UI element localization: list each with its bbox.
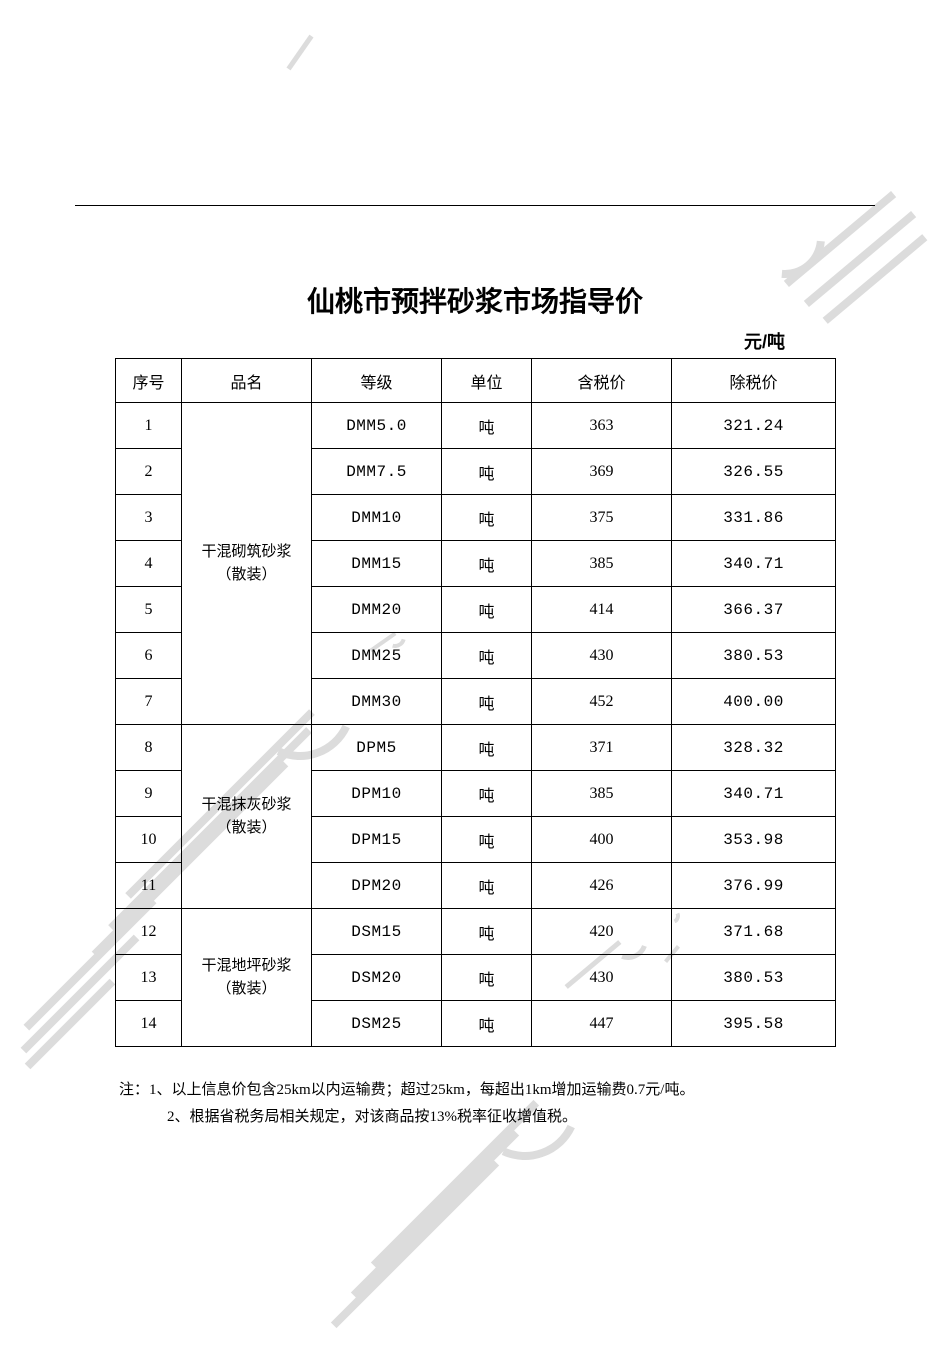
cell-seq: 9 (116, 771, 182, 817)
cell-unit: 吨 (442, 679, 532, 725)
unit-label: 元/吨 (115, 328, 835, 354)
table-header-row: 序号 品名 等级 单位 含税价 除税价 (116, 359, 836, 403)
cell-taxed-price: 452 (532, 679, 672, 725)
page-title: 仙桃市预拌砂浆市场指导价 (115, 280, 835, 320)
cell-seq: 5 (116, 587, 182, 633)
cell-grade: DPM5 (312, 725, 442, 771)
cell-taxed-price: 371 (532, 725, 672, 771)
cell-taxed-price: 420 (532, 909, 672, 955)
cell-taxed-price: 369 (532, 449, 672, 495)
cell-seq: 10 (116, 817, 182, 863)
cell-taxed-price: 430 (532, 633, 672, 679)
cell-taxed-price: 447 (532, 1001, 672, 1047)
cell-taxed-price: 375 (532, 495, 672, 541)
cell-untaxed-price: 400.00 (672, 679, 836, 725)
cell-seq: 1 (116, 403, 182, 449)
price-table: 序号 品名 等级 单位 含税价 除税价 1干混砌筑砂浆（散装）DMM5.0吨36… (115, 358, 836, 1047)
cell-product-name: 干混抹灰砂浆（散装） (182, 725, 312, 909)
cell-untaxed-price: 321.24 (672, 403, 836, 449)
cell-untaxed-price: 340.71 (672, 771, 836, 817)
cell-seq: 4 (116, 541, 182, 587)
note-line-1: 注：1、以上信息价包含25km以内运输费；超过25km，每超出1km增加运输费0… (119, 1077, 835, 1104)
cell-untaxed-price: 371.68 (672, 909, 836, 955)
document-content: 仙桃市预拌砂浆市场指导价 元/吨 序号 品名 等级 单位 含税价 除税价 (115, 280, 835, 1131)
header-rule (75, 205, 875, 206)
cell-taxed-price: 385 (532, 541, 672, 587)
cell-taxed-price: 385 (532, 771, 672, 817)
notes-block: 注：1、以上信息价包含25km以内运输费；超过25km，每超出1km增加运输费0… (115, 1077, 835, 1131)
table-row: 12干混地坪砂浆（散装）DSM15吨420371.68 (116, 909, 836, 955)
cell-taxed-price: 414 (532, 587, 672, 633)
cell-grade: DPM15 (312, 817, 442, 863)
cell-taxed-price: 426 (532, 863, 672, 909)
cell-grade: DMM5.0 (312, 403, 442, 449)
cell-untaxed-price: 395.58 (672, 1001, 836, 1047)
page: 仙桃市预拌砂浆市场指导价 元/吨 序号 品名 等级 单位 含税价 除税价 (0, 0, 950, 1345)
cell-product-name: 干混砌筑砂浆（散装） (182, 403, 312, 725)
cell-grade: DSM15 (312, 909, 442, 955)
cell-grade: DPM10 (312, 771, 442, 817)
cell-untaxed-price: 331.86 (672, 495, 836, 541)
cell-unit: 吨 (442, 863, 532, 909)
note-text-1: 1、以上信息价包含25km以内运输费；超过25km，每超出1km增加运输费0.7… (149, 1082, 694, 1098)
cell-grade: DMM25 (312, 633, 442, 679)
cell-unit: 吨 (442, 541, 532, 587)
cell-unit: 吨 (442, 1001, 532, 1047)
cell-product-name: 干混地坪砂浆（散装） (182, 909, 312, 1047)
cell-grade: DPM20 (312, 863, 442, 909)
col-header-grade: 等级 (312, 359, 442, 403)
cell-seq: 12 (116, 909, 182, 955)
cell-unit: 吨 (442, 403, 532, 449)
cell-taxed-price: 430 (532, 955, 672, 1001)
cell-untaxed-price: 326.55 (672, 449, 836, 495)
cell-unit: 吨 (442, 771, 532, 817)
cell-grade: DMM7.5 (312, 449, 442, 495)
cell-grade: DMM10 (312, 495, 442, 541)
cell-seq: 3 (116, 495, 182, 541)
col-header-name: 品名 (182, 359, 312, 403)
cell-unit: 吨 (442, 725, 532, 771)
cell-unit: 吨 (442, 909, 532, 955)
cell-untaxed-price: 328.32 (672, 725, 836, 771)
cell-unit: 吨 (442, 495, 532, 541)
cell-seq: 11 (116, 863, 182, 909)
cell-unit: 吨 (442, 633, 532, 679)
cell-unit: 吨 (442, 955, 532, 1001)
cell-seq: 7 (116, 679, 182, 725)
cell-seq: 13 (116, 955, 182, 1001)
cell-untaxed-price: 376.99 (672, 863, 836, 909)
table-row: 1干混砌筑砂浆（散装）DMM5.0吨363321.24 (116, 403, 836, 449)
cell-seq: 6 (116, 633, 182, 679)
cell-taxed-price: 400 (532, 817, 672, 863)
note-line-2: 2、根据省税务局相关规定，对该商品按13%税率征收增值税。 (119, 1104, 835, 1131)
cell-untaxed-price: 353.98 (672, 817, 836, 863)
cell-grade: DMM20 (312, 587, 442, 633)
cell-unit: 吨 (442, 817, 532, 863)
cell-untaxed-price: 366.37 (672, 587, 836, 633)
cell-seq: 14 (116, 1001, 182, 1047)
cell-grade: DSM25 (312, 1001, 442, 1047)
note-prefix: 注： (119, 1082, 149, 1098)
cell-unit: 吨 (442, 587, 532, 633)
cell-taxed-price: 363 (532, 403, 672, 449)
cell-grade: DSM20 (312, 955, 442, 1001)
cell-grade: DMM15 (312, 541, 442, 587)
cell-untaxed-price: 340.71 (672, 541, 836, 587)
cell-seq: 2 (116, 449, 182, 495)
cell-untaxed-price: 380.53 (672, 955, 836, 1001)
cell-untaxed-price: 380.53 (672, 633, 836, 679)
table-body: 1干混砌筑砂浆（散装）DMM5.0吨363321.242DMM7.5吨36932… (116, 403, 836, 1047)
col-header-seq: 序号 (116, 359, 182, 403)
table-row: 8干混抹灰砂浆（散装）DPM5吨371328.32 (116, 725, 836, 771)
col-header-taxed: 含税价 (532, 359, 672, 403)
cell-seq: 8 (116, 725, 182, 771)
cell-grade: DMM30 (312, 679, 442, 725)
col-header-unit: 单位 (442, 359, 532, 403)
col-header-untaxed: 除税价 (672, 359, 836, 403)
cell-unit: 吨 (442, 449, 532, 495)
